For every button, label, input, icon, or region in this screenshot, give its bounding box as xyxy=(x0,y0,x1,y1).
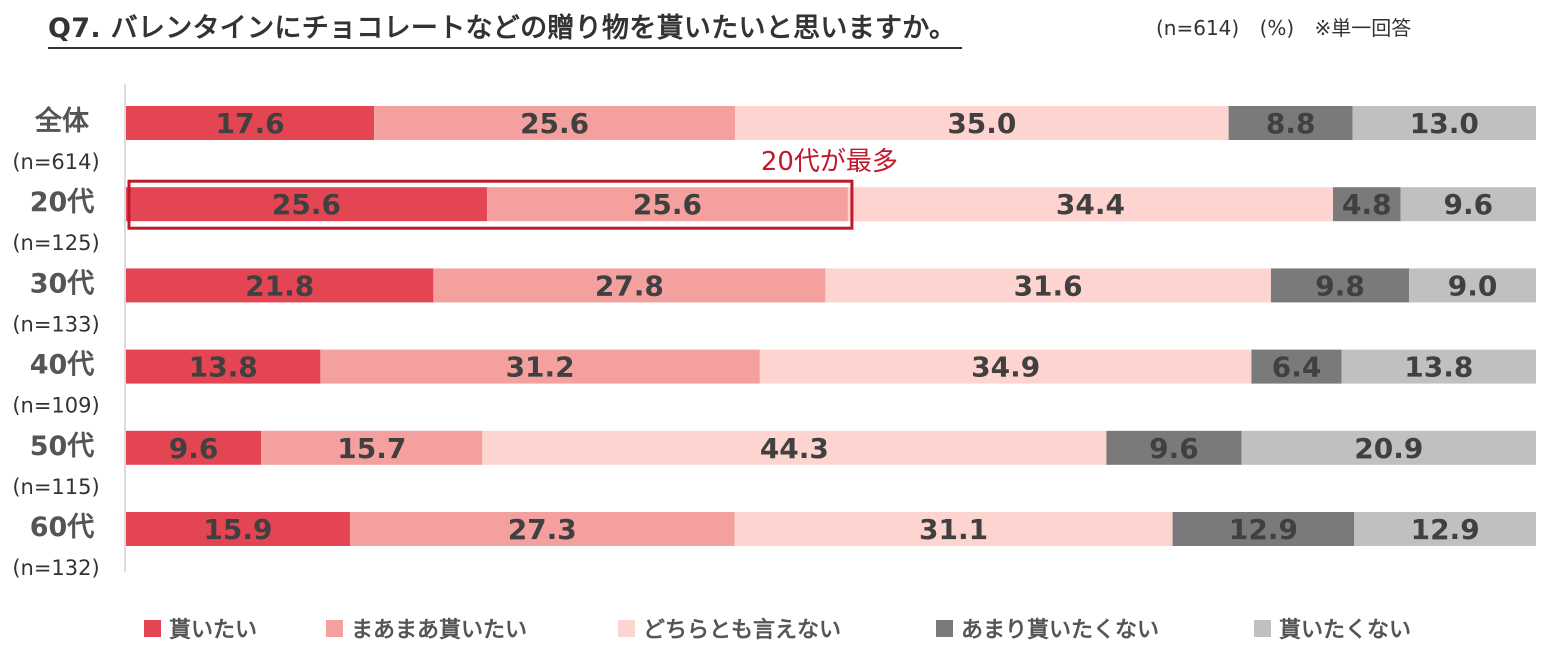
data-label: 12.9 xyxy=(1229,513,1298,546)
legend-item: 貰いたい xyxy=(144,612,257,644)
data-label: 25.6 xyxy=(272,188,341,221)
bar-segment xyxy=(486,187,848,222)
data-label: 15.9 xyxy=(203,513,272,546)
legend-item: どちらとも言えない xyxy=(618,612,841,644)
data-label: 31.1 xyxy=(919,513,988,546)
legend-swatch xyxy=(936,619,953,637)
bar-segment xyxy=(1352,106,1536,140)
data-label: 9.6 xyxy=(1149,432,1199,465)
bar-segment xyxy=(374,106,736,140)
category-n-label: (n=109) xyxy=(12,394,99,418)
data-label: 31.6 xyxy=(1014,269,1083,302)
data-label: 13.8 xyxy=(1404,351,1473,384)
data-label: 13.0 xyxy=(1410,107,1479,140)
category-n-label: (n=614) xyxy=(12,150,99,174)
annotation-label: 20代が最多 xyxy=(761,147,898,177)
bar-segment xyxy=(1251,349,1342,384)
bar-segment xyxy=(1332,187,1401,222)
category-label: 40代 xyxy=(30,350,95,381)
data-label: 44.3 xyxy=(760,432,829,465)
chart-title-wrap: Q7. バレンタインにチョコレートなどの贈り物を貰いたいと思いますか。 xyxy=(48,6,963,49)
data-label: 27.3 xyxy=(508,513,577,546)
bar-segment xyxy=(126,430,262,465)
bar-segment xyxy=(482,430,1107,465)
data-label: 25.6 xyxy=(633,188,702,221)
bar-segment xyxy=(735,106,1229,140)
chart-title: Q7. バレンタインにチョコレートなどの贈り物を貰いたいと思いますか。 xyxy=(48,6,963,49)
bar-segment xyxy=(847,187,1333,222)
bar-segment xyxy=(1270,268,1410,303)
bar-segment xyxy=(734,512,1173,546)
bar-segment xyxy=(126,106,375,140)
category-n-label: (n=133) xyxy=(12,312,99,336)
data-label: 4.8 xyxy=(1342,188,1392,221)
data-label: 20.9 xyxy=(1354,432,1423,465)
category-n-label: (n=132) xyxy=(12,556,99,580)
answer-type-note: ※単一回答 xyxy=(1314,16,1412,40)
bar-segment xyxy=(320,349,760,384)
bar-segment xyxy=(1106,430,1242,465)
bar-segment xyxy=(825,268,1271,303)
unit-label: (%) xyxy=(1259,16,1295,40)
legend-label: 貰いたくない xyxy=(1279,618,1412,643)
data-label: 9.6 xyxy=(169,432,219,465)
category-label: 50代 xyxy=(30,431,95,462)
bar-segment xyxy=(433,268,826,303)
category-n-label: (n=125) xyxy=(12,231,99,255)
category-label: 30代 xyxy=(30,268,95,299)
data-label: 15.7 xyxy=(337,432,406,465)
legend-label: あまり貰いたくない xyxy=(961,618,1160,643)
legend: 貰いたい まあまあ貰いたい どちらとも言えない あまり貰いたくない 貰いたくない xyxy=(0,606,1544,646)
category-label: 20代 xyxy=(30,187,95,218)
data-label: 17.6 xyxy=(216,107,285,140)
data-label: 8.8 xyxy=(1266,107,1316,140)
stacked-bar-chart: 全体 (n=614) 17.6 25.6 35.0 8.8 13.0 20代 (n=125) 25… xyxy=(12,84,1536,580)
data-label: 9.0 xyxy=(1448,269,1498,302)
bar-segment xyxy=(1172,512,1355,546)
data-label: 21.8 xyxy=(245,269,314,302)
highlight-box xyxy=(127,179,854,230)
bar-segment xyxy=(1228,106,1353,140)
legend-label: どちらとも言えない xyxy=(643,618,842,643)
legend-label: まあまあ貰いたい xyxy=(351,618,528,643)
legend-item: まあまあ貰いたい xyxy=(326,612,527,644)
bar-segment xyxy=(1400,187,1536,222)
bar-segment xyxy=(126,512,350,546)
bar-segment xyxy=(1341,349,1536,384)
data-label: 34.4 xyxy=(1056,188,1125,221)
category-label: 60代 xyxy=(30,512,95,543)
legend-swatch xyxy=(1254,619,1271,637)
bar-segment xyxy=(261,430,483,465)
legend-swatch xyxy=(618,619,635,637)
bar-segment xyxy=(759,349,1252,384)
data-label: 34.9 xyxy=(971,351,1040,384)
data-label: 9.6 xyxy=(1444,188,1494,221)
bar-segment xyxy=(349,512,735,546)
data-label: 13.8 xyxy=(189,351,258,384)
bar-segment xyxy=(126,349,321,384)
data-label: 27.8 xyxy=(595,269,664,302)
legend-item: あまり貰いたくない xyxy=(936,612,1159,644)
data-label: 25.6 xyxy=(520,107,589,140)
bar-segment xyxy=(126,187,487,222)
legend-item: 貰いたくない xyxy=(1254,612,1411,644)
bar-segment xyxy=(1241,430,1536,465)
data-label: 6.4 xyxy=(1272,351,1322,384)
sample-size: (n=614) xyxy=(1156,16,1240,40)
data-label: 35.0 xyxy=(947,107,1016,140)
bar-segment xyxy=(1354,512,1536,546)
legend-swatch xyxy=(144,619,161,637)
data-label: 9.8 xyxy=(1315,269,1365,302)
legend-swatch xyxy=(326,619,343,637)
category-label: 全体 xyxy=(34,105,90,137)
data-label: 31.2 xyxy=(506,351,575,384)
bar-segment xyxy=(126,268,434,303)
category-n-label: (n=115) xyxy=(12,475,99,499)
data-label: 12.9 xyxy=(1411,513,1480,546)
bar-segment xyxy=(1409,268,1536,303)
legend-label: 貰いたい xyxy=(169,618,258,643)
chart-meta: (n=614) (%) ※単一回答 xyxy=(1156,12,1425,41)
